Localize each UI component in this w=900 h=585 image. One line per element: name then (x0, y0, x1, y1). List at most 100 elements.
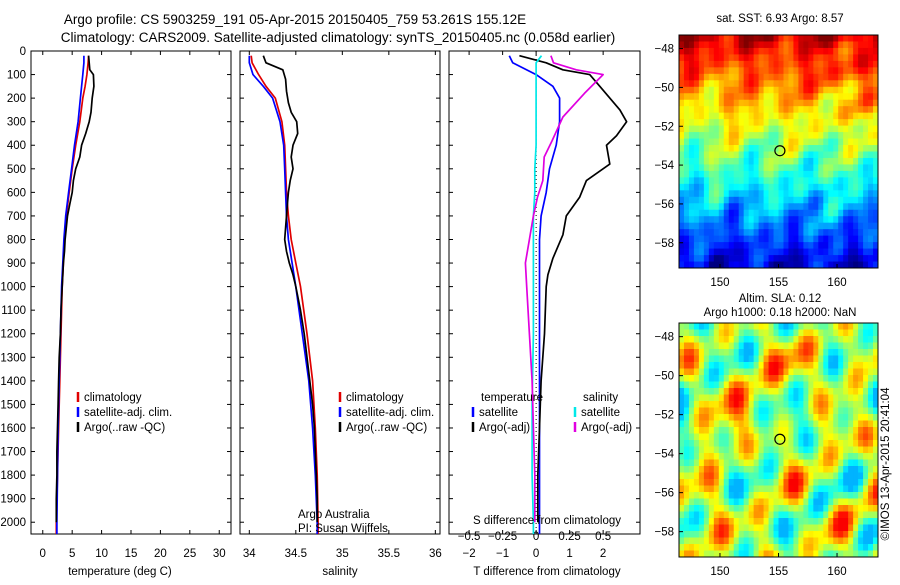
temperature-xtick-label: 5 (69, 548, 75, 560)
sla-map-cell (818, 492, 824, 499)
sst-argo-location-marker (774, 145, 786, 157)
sla-map-cell (748, 401, 755, 408)
sst-map-cell (763, 138, 769, 146)
sst-map-cell (763, 255, 769, 262)
sst-map-cell (723, 138, 730, 146)
sla-map-cell (793, 440, 799, 447)
sst-map-cell (688, 229, 695, 237)
sla-map-cell (838, 537, 844, 545)
sst-map-cell (823, 151, 829, 159)
sst-map-cell (748, 47, 755, 55)
temperature-series-argo---raw--qc- (55, 55, 95, 523)
sla-map-cell (793, 368, 799, 376)
sst-map-cell (808, 196, 814, 204)
sst-map-cell (773, 190, 779, 198)
sla-map-cell (743, 362, 750, 369)
sla-map-cell (838, 498, 844, 506)
sla-map-cell (738, 511, 745, 519)
sla-map-cell (683, 420, 690, 428)
sst-map-cell (718, 235, 725, 243)
sst-map-cell (768, 80, 774, 88)
sst-map-cell (843, 222, 849, 230)
sla-map-cell (808, 537, 814, 545)
sla-map-cell (798, 375, 804, 382)
sla-map-cell (758, 336, 764, 343)
sst-map-cell (843, 93, 849, 101)
sst-map-cell (863, 151, 869, 159)
sst-map-cell (858, 235, 864, 243)
sla-map-cell (833, 440, 839, 447)
sst-map-cell (768, 112, 774, 120)
sla-map-cell (778, 349, 784, 356)
sla-map-cell (753, 414, 760, 421)
sla-map-cell (818, 505, 824, 512)
sst-map-cell (738, 138, 745, 146)
sst-map-cell (863, 119, 869, 127)
sla-map-cell (773, 524, 779, 532)
sla-map-cell (683, 440, 690, 447)
sla-map-cell (853, 388, 859, 395)
sla-map-cell (679, 381, 685, 389)
sla-map-cell (873, 492, 879, 499)
sla-map-cell (679, 375, 685, 382)
sst-map-cell (753, 164, 760, 172)
sst-map-cell (688, 67, 695, 75)
sst-map-cell (788, 41, 794, 49)
sst-map-cell (828, 209, 834, 217)
sla-map-cell (848, 453, 854, 460)
sst-map-cell (733, 229, 740, 237)
sla-map-cell (838, 407, 844, 415)
sla-map-cell (848, 498, 854, 506)
sst-map-cell (828, 151, 834, 159)
sst-map-cell (738, 93, 745, 101)
sla-map-cell (703, 479, 710, 486)
sst-map-cell (698, 209, 705, 217)
sla-map-cell (808, 388, 814, 395)
sst-map-cell (858, 73, 864, 81)
sla-map-cell (803, 550, 809, 558)
sst-map-cell (748, 261, 755, 269)
sla-map-cell (778, 427, 784, 434)
sla-map-cell (753, 401, 760, 408)
sla-map-cell (768, 440, 774, 447)
sst-map-cell (683, 255, 690, 262)
sla-map-cell (708, 368, 715, 376)
sst-map-cell (783, 99, 789, 107)
sst-map-cell (758, 190, 764, 198)
sst-map-cell (838, 203, 844, 211)
sst-map-cell (783, 229, 789, 237)
sla-map-cell (793, 518, 799, 525)
sst-map-cell (778, 145, 784, 152)
sst-map-cell (698, 132, 705, 139)
sst-map-cell (693, 99, 700, 107)
sla-map-cell (778, 336, 784, 343)
sla-map-cell (818, 362, 824, 369)
sla-map-cell (863, 381, 869, 389)
sla-map-cell (858, 342, 864, 350)
sla-map-cell (758, 466, 764, 473)
sla-map-cell (863, 420, 869, 428)
sst-map-cell (868, 80, 874, 88)
sst-map-cell (838, 99, 844, 107)
salinity-xtick-label: 36 (429, 548, 442, 560)
sla-map-cell (743, 414, 750, 421)
sla-map-cell (848, 505, 854, 512)
sst-map-cell (853, 54, 859, 62)
sla-map-cell (708, 381, 715, 389)
sla-map-cell (873, 407, 879, 415)
sla-map-cell (718, 453, 725, 460)
sst-map-cell (798, 203, 804, 211)
sst-map-cell (833, 216, 839, 224)
sst-map-cell (783, 170, 789, 178)
sla-map-cell (788, 524, 794, 532)
sla-map-cell (728, 466, 735, 473)
sla-map-cell (728, 342, 735, 350)
sla-map-cell (813, 388, 819, 395)
sst-map-cell (679, 235, 685, 243)
sla-map-cell (723, 518, 730, 525)
sla-map-cell (763, 440, 769, 447)
sst-map-cell (798, 47, 804, 55)
sla-map-cell (818, 427, 824, 434)
sla-map-cell (713, 342, 720, 350)
salinity-xtick-label: 35 (336, 548, 349, 560)
